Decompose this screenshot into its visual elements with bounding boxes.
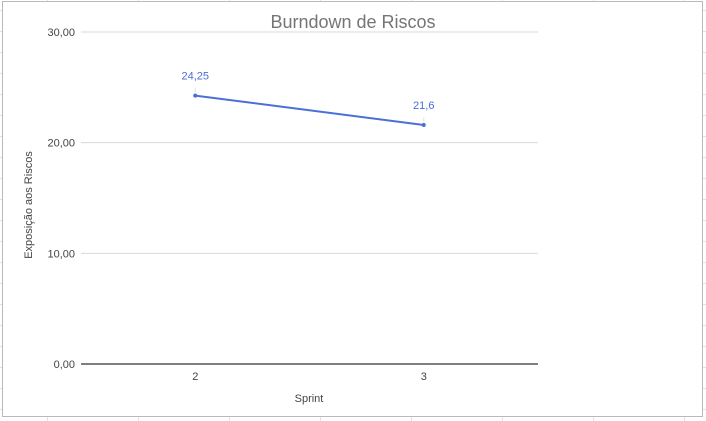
x-tick-label: 2	[192, 371, 198, 383]
y-axis-ticks: 0,00 10,00 20,00 30,00	[47, 27, 75, 371]
gridlines	[81, 31, 538, 365]
y-tick-label: 20,00	[47, 138, 75, 150]
y-tick-label: 10,00	[47, 248, 75, 260]
x-tick-label: 3	[421, 371, 427, 383]
y-tick-label: 0,00	[54, 359, 75, 371]
series-layer: 24,25 21,6	[181, 71, 434, 127]
y-tick-label: 30,00	[47, 27, 75, 39]
data-label: 24,25	[181, 71, 209, 83]
series-line	[195, 94, 424, 126]
y-axis-label: Exposição aos Riscos	[23, 151, 35, 259]
data-point[interactable]	[421, 122, 426, 127]
data-point[interactable]	[193, 93, 198, 98]
x-axis-label: Sprint	[295, 393, 324, 405]
chart-title: Burndown de Riscos	[270, 12, 435, 32]
data-label: 21,6	[413, 100, 434, 112]
line-chart: Burndown de Riscos 0,00 10,00 20,00 30,00 2…	[23, 12, 538, 405]
